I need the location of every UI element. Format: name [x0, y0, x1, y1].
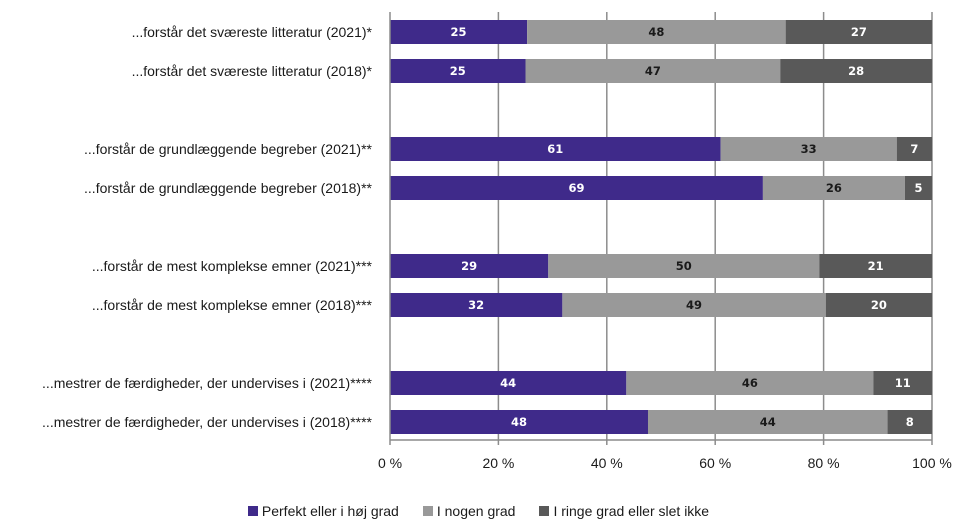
data-label: 46	[742, 376, 758, 390]
bar-segment	[390, 137, 721, 161]
data-label: 20	[871, 298, 887, 312]
legend-swatch-high	[247, 506, 258, 516]
bar-segment	[390, 59, 526, 83]
legend-swatch-low	[539, 506, 550, 516]
bar-segment	[390, 176, 763, 200]
data-label: 21	[868, 259, 884, 273]
data-label: 49	[686, 298, 702, 312]
data-label: 48	[648, 25, 664, 39]
bar-segment	[562, 293, 826, 317]
bar-segment	[780, 59, 932, 83]
x-tick-label: 80 %	[808, 455, 840, 471]
bar-segment	[873, 371, 932, 395]
legend-label-some: I nogen grad	[436, 503, 516, 519]
data-label: 44	[500, 376, 516, 390]
x-tick-label: 40 %	[591, 455, 623, 471]
x-tick-label: 60 %	[699, 455, 731, 471]
bar-segment	[720, 137, 897, 161]
bar-segment	[819, 254, 932, 278]
bar-segment	[887, 410, 932, 434]
bar-segment	[626, 371, 874, 395]
bar-segment	[390, 371, 627, 395]
bar-segment	[762, 176, 905, 200]
bar-segment	[896, 137, 932, 161]
bar-segment	[785, 20, 932, 44]
bar-segment	[390, 293, 563, 317]
data-label: 25	[451, 25, 467, 39]
x-tick-label: 20 %	[482, 455, 514, 471]
legend-swatch-some	[422, 506, 433, 516]
legend: Perfekt eller i høj grad I nogen grad I …	[0, 503, 957, 519]
category-label: ...forstår de grundlæggende begreber (20…	[84, 180, 373, 196]
data-label: 5	[914, 181, 922, 195]
bar-segment	[527, 20, 786, 44]
data-label: 26	[826, 181, 842, 195]
x-tick-label: 100 %	[912, 455, 952, 471]
category-label: ...mestrer de færdigheder, der undervise…	[42, 375, 372, 391]
data-label: 69	[568, 181, 584, 195]
data-label: 27	[851, 25, 867, 39]
bar-segment	[548, 254, 820, 278]
bar-segment	[647, 410, 888, 434]
legend-item-some: I nogen grad	[422, 503, 516, 519]
legend-label-low: I ringe grad eller slet ikke	[553, 503, 710, 519]
data-label: 33	[801, 142, 817, 156]
data-label: 48	[511, 415, 527, 429]
data-label: 7	[910, 142, 918, 156]
category-label: ...forstår de grundlæggende begreber (20…	[84, 141, 373, 157]
data-label: 29	[461, 259, 477, 273]
bar-segment	[525, 59, 781, 83]
data-label: 61	[547, 142, 563, 156]
data-label: 28	[848, 64, 864, 78]
legend-item-low: I ringe grad eller slet ikke	[539, 503, 709, 519]
legend-item-high: Perfekt eller i høj grad	[247, 503, 399, 519]
bar-segment	[390, 20, 528, 44]
data-label: 25	[450, 64, 466, 78]
data-label: 8	[906, 415, 914, 429]
data-label: 11	[895, 376, 911, 390]
bar-segment	[904, 176, 932, 200]
data-label: 32	[468, 298, 484, 312]
category-label: ...forstår de mest komplekse emner (2018…	[92, 297, 373, 313]
legend-label-high: Perfekt eller i høj grad	[261, 503, 399, 519]
data-label: 50	[676, 259, 692, 273]
category-label: ...forstår det sværeste litteratur (2021…	[132, 24, 373, 40]
category-label: ...mestrer de færdigheder, der undervise…	[42, 414, 372, 430]
category-label: ...forstår de mest komplekse emner (2021…	[92, 258, 373, 274]
bar-segment	[390, 410, 648, 434]
data-label: 47	[645, 64, 661, 78]
data-label: 44	[760, 415, 776, 429]
bar-segment	[390, 254, 549, 278]
x-tick-label: 0 %	[378, 455, 402, 471]
stacked-bar-chart: 25 48 27 ...forstår det sværeste litteratur…	[42, 12, 952, 471]
bar-segment	[825, 293, 932, 317]
category-label: ...forstår det sværeste litteratur (2018…	[132, 63, 373, 79]
